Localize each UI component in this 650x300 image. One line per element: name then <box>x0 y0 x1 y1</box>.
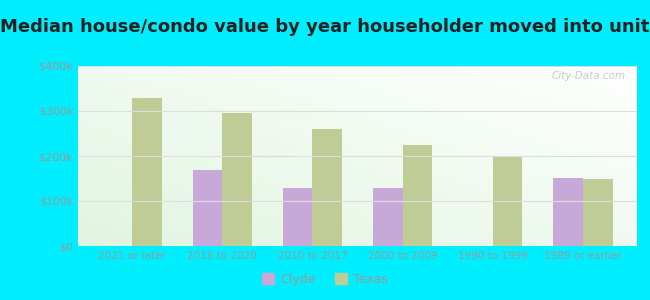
Bar <box>402 145 432 246</box>
Bar <box>222 113 252 246</box>
Bar <box>313 129 342 246</box>
Bar <box>283 188 313 246</box>
Bar <box>192 169 222 246</box>
Bar <box>373 188 402 246</box>
Legend: Clyde, Texas: Clyde, Texas <box>257 268 393 291</box>
Text: City-Data.com: City-Data.com <box>552 71 626 81</box>
Text: Median house/condo value by year householder moved into unit: Median house/condo value by year househo… <box>0 18 650 36</box>
Bar <box>493 157 523 246</box>
Bar <box>583 178 613 246</box>
Bar <box>553 178 583 246</box>
Bar <box>132 98 162 246</box>
